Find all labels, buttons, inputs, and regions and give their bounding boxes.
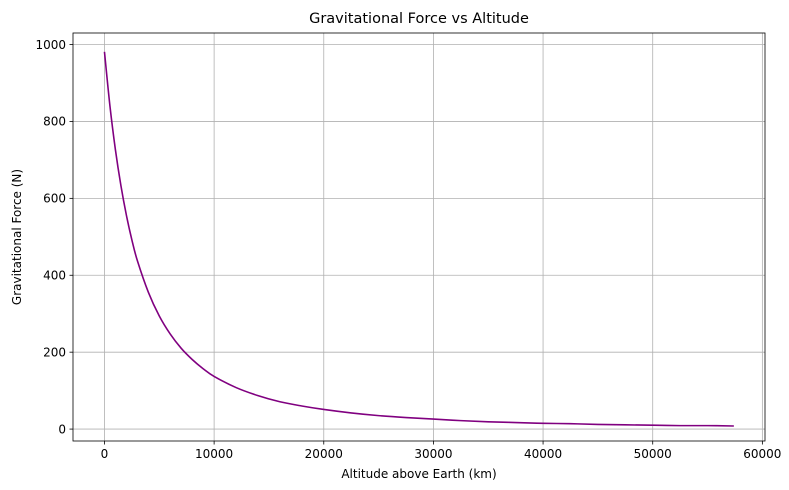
x-axis-label: Altitude above Earth (km) [341, 467, 496, 481]
y-tick-label: 400 [43, 269, 66, 283]
y-tick-label: 200 [43, 345, 66, 359]
y-tick-label: 800 [43, 115, 66, 129]
axis-ticks: 0 10000 20000 30000 40000 50000 60000 0 200 400 60… [35, 38, 781, 461]
x-tick-label: 10000 [195, 447, 233, 461]
y-tick-label: 0 [58, 422, 66, 436]
grid [73, 33, 765, 441]
chart-title: Gravitational Force vs Altitude [309, 11, 529, 27]
force-curve-line [103, 51, 734, 427]
x-tick-label: 40000 [524, 447, 562, 461]
y-tick-label: 1000 [35, 38, 66, 52]
x-tick-label: 20000 [305, 447, 343, 461]
y-tick-label: 600 [43, 192, 66, 206]
plot-area-frame [72, 32, 766, 442]
x-tick-label: 50000 [634, 447, 672, 461]
x-tick-label: 30000 [414, 447, 452, 461]
y-axis-label: Gravitational Force (N) [10, 169, 24, 305]
x-tick-label: 0 [101, 447, 109, 461]
x-tick-label: 60000 [743, 447, 781, 461]
